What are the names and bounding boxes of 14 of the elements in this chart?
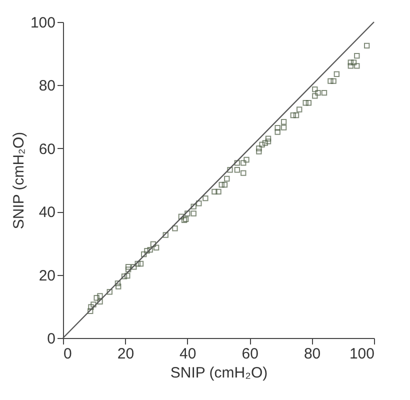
y-tick-label: 60: [38, 140, 56, 158]
y-tick-label: 40: [38, 204, 56, 222]
x-tick-label: 20: [117, 346, 134, 362]
y-tick-label: 100: [30, 14, 56, 32]
x-tick-label: 60: [242, 346, 258, 362]
y-tick-label: 80: [38, 78, 56, 95]
y-axis-title: SNIP (cmH₂O): [10, 132, 28, 230]
y-tick-label: 20: [38, 267, 56, 284]
x-tick-label: 100: [349, 346, 374, 362]
x-tick-label: 80: [304, 346, 321, 362]
x-tick-label: 40: [180, 346, 196, 362]
x-axis-title: SNIP (cmH₂O): [170, 364, 268, 382]
y-tick-label: 0: [47, 330, 56, 348]
x-tick-label: 0: [64, 346, 72, 362]
